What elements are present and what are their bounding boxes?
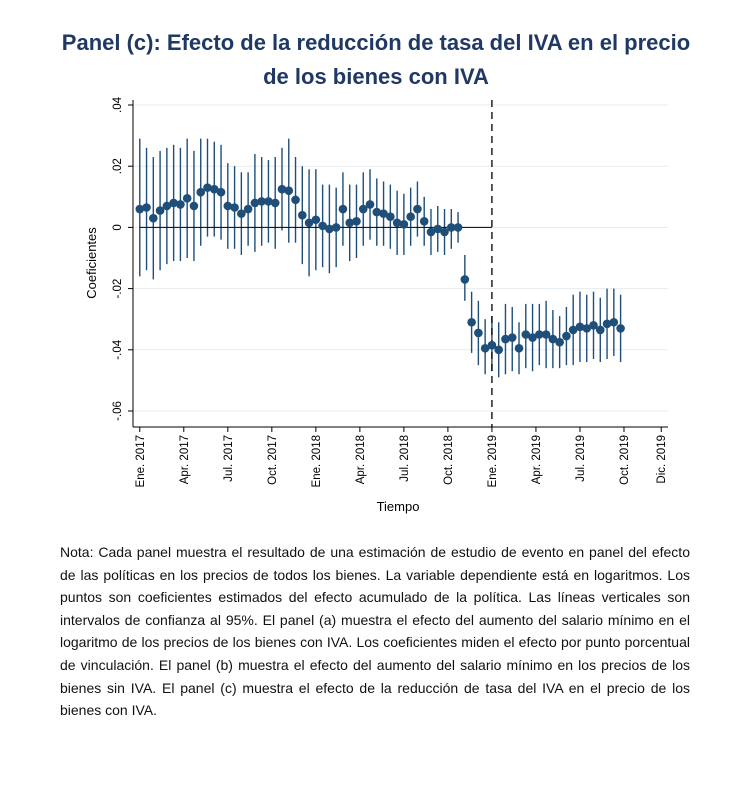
coefficient-point — [521, 330, 531, 339]
coefficient-point — [419, 216, 429, 226]
coefficient-point — [372, 207, 382, 217]
coefficient-point — [379, 209, 388, 218]
coefficient-point — [284, 186, 294, 195]
coefficient-point — [176, 200, 185, 209]
coefficient-point — [250, 198, 260, 208]
x-tick-label: Apr. 2017 — [179, 435, 191, 484]
event-study-chart: -.06 -.04 -.02 0 .02 .04 Ene. 2017 Apr. 2017 Jul… — [84, 96, 668, 514]
x-tick-label: Oct. 2018 — [443, 435, 455, 485]
coefficient-point — [548, 334, 558, 344]
x-tick-label: Apr. 2018 — [355, 435, 367, 484]
coefficient-point — [142, 203, 151, 212]
coefficient-point — [257, 197, 266, 206]
coefficient-point — [149, 213, 158, 223]
coefficient-point — [325, 224, 334, 234]
x-tick-label: Ene. 2017 — [135, 435, 147, 487]
coefficient-point — [494, 345, 503, 355]
x-tick-label: Jul. 2019 — [575, 435, 587, 482]
coefficient-point — [555, 337, 564, 347]
x-tick-label: Oct. 2017 — [267, 435, 279, 485]
coefficient-point — [413, 204, 422, 214]
x-tick-label: Oct. 2019 — [619, 435, 631, 485]
y-tick-label: -.02 — [112, 279, 124, 299]
coefficient-point — [392, 218, 402, 228]
coefficient-point — [507, 333, 517, 342]
coefficient-point — [602, 319, 612, 329]
coefficient-point — [264, 197, 273, 206]
coefficient-point — [182, 194, 192, 203]
coefficient-point — [528, 333, 537, 342]
coefficient-point — [440, 227, 449, 237]
note-paragraph: Nota: Cada panel muestra el resultado de… — [60, 544, 690, 719]
coefficient-point — [338, 204, 348, 214]
coefficient-point — [311, 215, 321, 225]
coefficient-point — [386, 212, 395, 221]
coefficient-point — [352, 216, 361, 226]
coefficient-point — [589, 321, 598, 330]
coefficient-point — [189, 201, 199, 211]
coefficient-point — [135, 204, 145, 214]
coefficient-point — [433, 224, 443, 234]
x-tick-label: Ene. 2018 — [311, 435, 323, 487]
coefficient-point — [358, 204, 368, 214]
chart-title-line-1: Panel (c): Efecto de la reducción de tas… — [61, 30, 691, 55]
coefficient-point — [243, 204, 253, 214]
coefficient-point — [209, 184, 219, 194]
coefficient-point — [535, 330, 544, 339]
coefficient-point — [270, 198, 280, 208]
x-tick-label: Apr. 2019 — [531, 435, 543, 484]
coefficient-point — [575, 322, 585, 332]
y-axis-title: Coeficientes — [84, 227, 99, 299]
coefficient-point — [291, 195, 300, 205]
coefficient-point — [406, 212, 415, 221]
coefficient-point — [331, 223, 341, 232]
x-tick-label: Jul. 2018 — [399, 435, 411, 482]
coefficient-point — [467, 317, 476, 327]
coefficient-point — [162, 201, 172, 211]
coefficient-point — [298, 210, 307, 220]
coefficient-point — [345, 218, 355, 228]
y-tick-label: .04 — [112, 96, 124, 113]
coefficient-point — [399, 220, 409, 229]
coefficient-point — [568, 325, 578, 335]
chart-title-line-2: de los bienes con IVA — [263, 64, 489, 89]
coefficient-point — [203, 183, 212, 192]
chart-title: Panel (c): Efecto de la reducción de tas… — [20, 26, 732, 94]
coefficient-point — [196, 187, 206, 197]
coefficient-point — [487, 340, 497, 350]
coefficient-point — [582, 324, 592, 333]
coefficient-point — [616, 324, 625, 333]
y-tick-label: .02 — [112, 158, 124, 174]
y-tick-label: -.04 — [112, 339, 124, 359]
coefficient-point — [223, 201, 233, 211]
x-tick-label: Jul. 2017 — [223, 435, 235, 482]
x-tick-label: Ene. 2019 — [487, 435, 499, 487]
coefficient-point — [609, 317, 619, 327]
x-tick-label: Dic. 2019 — [656, 435, 668, 484]
coefficient-point — [460, 275, 470, 284]
coefficient-point — [501, 334, 510, 344]
coefficient-point — [426, 227, 436, 237]
coefficient-point — [304, 218, 314, 228]
coefficient-point — [562, 331, 571, 341]
x-axis-title: Tiempo — [377, 499, 420, 514]
coefficient-point — [230, 203, 239, 212]
coefficient-point — [216, 187, 226, 197]
coefficient-point — [277, 184, 287, 194]
coefficient-point — [318, 221, 327, 231]
coefficient-point — [446, 223, 456, 232]
coefficient-point — [155, 206, 165, 215]
coefficient-point — [595, 325, 605, 335]
coefficient-point — [541, 330, 551, 339]
coefficient-point — [169, 198, 178, 208]
coefficient-point — [480, 343, 490, 353]
coefficient-point — [365, 200, 375, 209]
y-tick-label: -.06 — [112, 401, 124, 421]
coefficient-point — [453, 223, 463, 232]
coefficient-point — [237, 209, 246, 218]
coefficient-point — [514, 343, 524, 353]
coefficient-point — [474, 328, 483, 338]
y-tick-label: 0 — [112, 224, 124, 230]
